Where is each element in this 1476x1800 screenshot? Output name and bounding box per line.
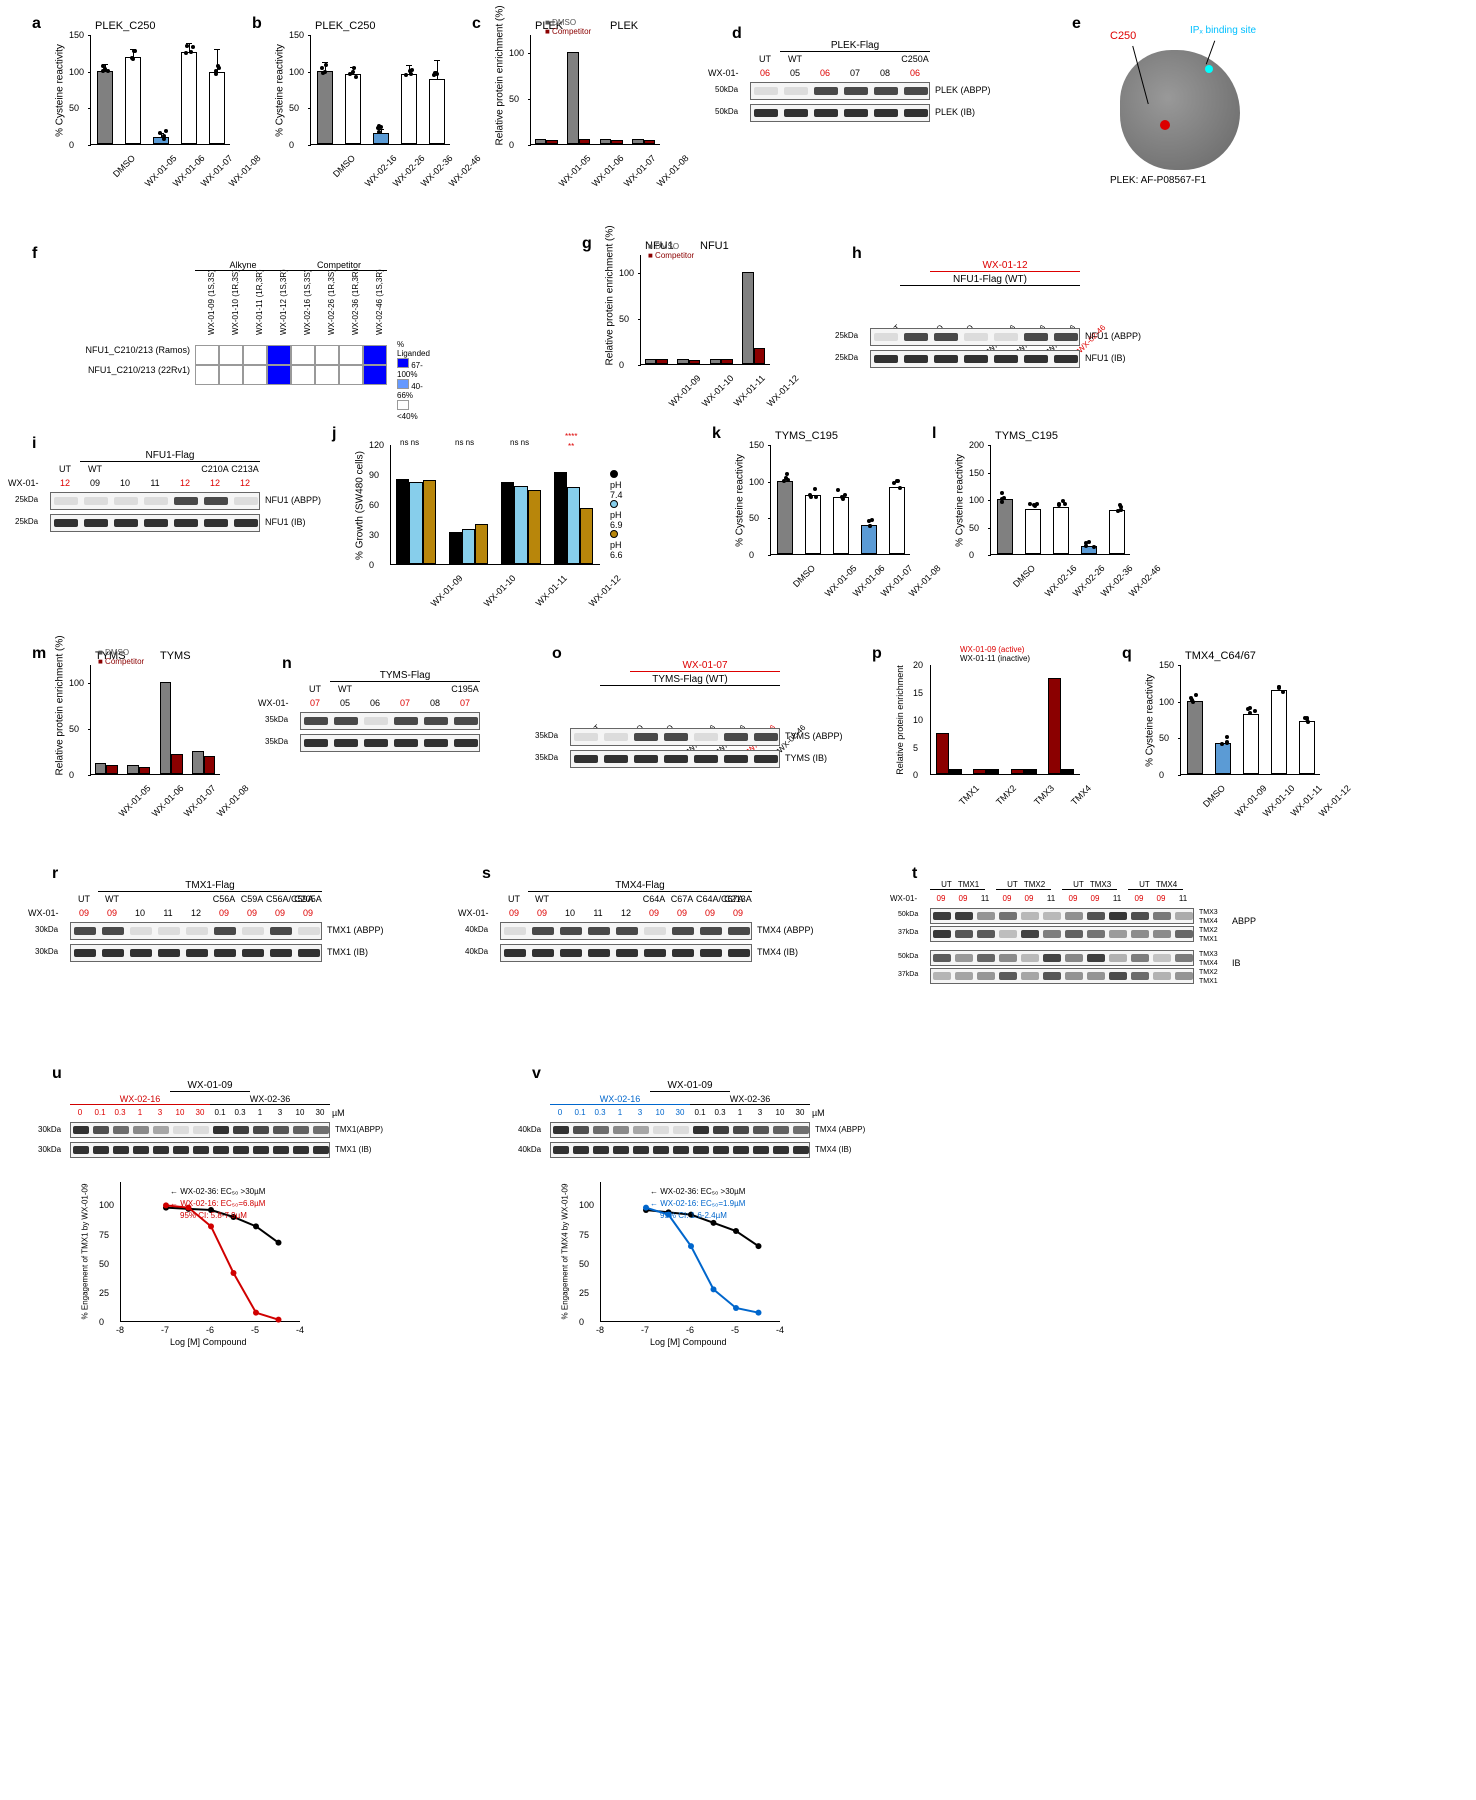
panel-m: m050100WX-01-05WX-01-06WX-01-07WX-01-08R… [50, 660, 240, 830]
panel-l: l050100150200DMSOWX-02-16WX-02-26WX-02-3… [950, 440, 1150, 610]
figure-container: a050100150DMSOWX-01-05WX-01-06WX-01-07WX… [10, 10, 1466, 1790]
panel-t: tUTTMX1UTTMX2UTTMX3UTTMX4WX-01-090911090… [930, 880, 1284, 1040]
panel-r: rTMX1-FlagUTWTC56AC59AC56A/C59AC205AWX-0… [70, 880, 402, 966]
panel-o: oWX-01-07TYMS-Flag (WT)UTDMSODMSOWX-02-1… [570, 660, 860, 772]
panel-v: vWX-01-09WX-02-16WX-02-3600.10.31310300.… [550, 1080, 910, 1430]
panel-d: dPLEK-FlagUTWTC250AWX-01-06050607080650k… [750, 40, 1010, 126]
panel-a: a050100150DMSOWX-01-05WX-01-06WX-01-07WX… [50, 30, 250, 200]
panel-j: j0306090120WX-01-09WX-01-10WX-01-11WX-01… [350, 440, 620, 620]
panel-k: k050100150DMSOWX-01-05WX-01-06WX-01-07WX… [730, 440, 930, 610]
panel-c: c050100WX-01-05WX-01-06WX-01-07WX-01-08R… [490, 30, 680, 200]
panel-b: b050100150DMSOWX-02-16WX-02-26WX-02-36WX… [270, 30, 470, 200]
panel-e: eC250IPₓ binding sitePLEK: AF-P08567-F1 [1090, 30, 1270, 190]
panel-p: p05101520TMX1TMX2TMX3TMX4Relative protei… [890, 660, 1100, 830]
panel-h: hWX-01-12NFU1-Flag (WT)UTDMSODMSOWX-02-1… [870, 260, 1160, 372]
panel-i: iNFU1-FlagUTWTC210AC213AWX-01-1209101112… [50, 450, 340, 536]
panel-u: uWX-01-09WX-02-16WX-02-3600.10.31310300.… [70, 1080, 430, 1430]
panel-n: nTYMS-FlagUTWTC195AWX-01-07050607080735k… [300, 670, 560, 756]
panel-s: sTMX4-FlagUTWTC64AC67AC64A/C67AC213AWX-0… [500, 880, 832, 966]
panel-f: fAlkyneCompetitorWX-01-09 (1S,3S)WX-01-1… [50, 260, 392, 410]
panel-q: q050100150DMSOWX-01-09WX-01-10WX-01-11WX… [1140, 660, 1340, 830]
panel-g: g050100WX-01-09WX-01-10WX-01-11WX-01-12R… [600, 250, 790, 420]
